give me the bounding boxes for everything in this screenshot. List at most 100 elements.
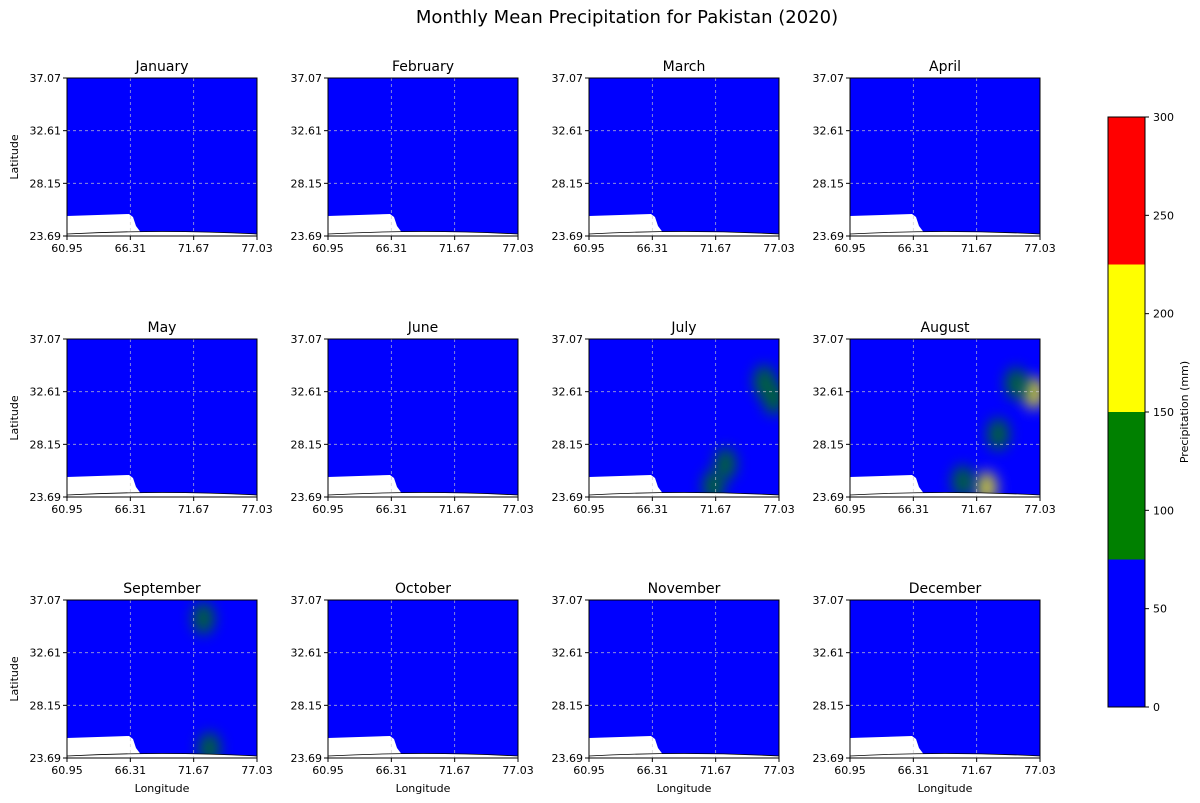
y-tick-label: 28.15 xyxy=(30,699,62,712)
y-tick-label: 23.69 xyxy=(30,752,62,765)
gridlines xyxy=(850,78,1040,236)
panel-title: February xyxy=(392,59,454,75)
x-tick-label: 66.31 xyxy=(637,764,669,777)
x-tick-label: 66.31 xyxy=(898,764,930,777)
panel-march: March 60.95 66.31 71.67 77.03 37.07 32.61 28.15… xyxy=(552,59,795,255)
panel-july: July 60.95 66.31 71.67 77.03 37.07 32.61 28.15 2… xyxy=(552,320,795,516)
x-tick-label: 71.67 xyxy=(700,764,732,777)
x-tick-label: 66.31 xyxy=(115,764,147,777)
x-tick-label: 60.95 xyxy=(834,242,866,255)
panel-frame xyxy=(66,599,258,759)
colorbar-bin xyxy=(1108,559,1145,707)
x-axis-label: Longitude xyxy=(918,782,973,795)
panel-december: December 60.95 66.31 71.67 77.03 37.07 32.61 28… xyxy=(813,581,1056,795)
x-tick-label: 77.03 xyxy=(502,242,534,255)
x-tick-label: 60.95 xyxy=(51,242,83,255)
panel-august: August 60.95 66.31 71.67 77.03 37.07 32.61 28.1… xyxy=(813,320,1056,516)
colorbar-tick-label: 300 xyxy=(1153,111,1174,124)
gridlines xyxy=(589,78,779,236)
x-tick-label: 71.67 xyxy=(700,503,732,516)
panel-frame xyxy=(327,338,519,498)
x-tick-label: 71.67 xyxy=(439,764,471,777)
y-tick-label: 23.69 xyxy=(813,230,845,243)
y-tick-label: 28.15 xyxy=(552,177,584,190)
x-tick-label: 77.03 xyxy=(241,764,273,777)
panel-april: April 60.95 66.31 71.67 77.03 37.07 32.61 28.15… xyxy=(813,59,1056,255)
x-tick-label: 71.67 xyxy=(700,242,732,255)
figure-title: Monthly Mean Precipitation for Pakistan … xyxy=(416,7,838,28)
x-tick-label: 60.95 xyxy=(573,764,605,777)
precip-hotspot xyxy=(192,602,215,635)
y-tick-label: 28.15 xyxy=(291,177,323,190)
precip-field xyxy=(589,600,779,758)
panel-frame xyxy=(849,77,1041,237)
panel-title: October xyxy=(395,581,451,597)
precip-field xyxy=(850,78,1040,236)
x-tick-label: 66.31 xyxy=(376,242,408,255)
gridlines xyxy=(328,339,518,497)
panel-june: June 60.95 66.31 71.67 77.03 37.07 32.61 28.15 2… xyxy=(291,320,534,516)
masked-region xyxy=(850,214,1040,236)
x-tick-label: 66.31 xyxy=(637,242,669,255)
x-tick-label: 60.95 xyxy=(312,242,344,255)
x-tick-label: 71.67 xyxy=(439,503,471,516)
y-tick-label: 32.61 xyxy=(552,386,584,399)
x-tick-label: 77.03 xyxy=(502,503,534,516)
colorbar-tick-label: 150 xyxy=(1153,406,1174,419)
x-tick-label: 66.31 xyxy=(376,503,408,516)
y-tick-label: 32.61 xyxy=(30,647,62,660)
panel-november: November 60.95 66.31 71.67 77.03 37.07 32.61 28… xyxy=(552,581,795,795)
panel-february: February 60.95 66.31 71.67 77.03 37.07 32.61 28… xyxy=(291,59,534,255)
y-tick-label: 32.61 xyxy=(291,125,323,138)
masked-region xyxy=(589,214,779,236)
precip-hotspot xyxy=(1022,376,1040,409)
x-axis-label: Longitude xyxy=(135,782,190,795)
y-tick-label: 32.61 xyxy=(552,647,584,660)
x-tick-label: 77.03 xyxy=(763,764,795,777)
panel-frame xyxy=(588,77,780,237)
y-tick-label: 28.15 xyxy=(30,438,62,451)
x-tick-label: 60.95 xyxy=(834,503,866,516)
x-tick-label: 77.03 xyxy=(241,242,273,255)
y-tick-label: 32.61 xyxy=(291,647,323,660)
x-tick-label: 77.03 xyxy=(1024,764,1056,777)
y-tick-label: 23.69 xyxy=(291,491,323,504)
y-tick-label: 28.15 xyxy=(813,699,845,712)
y-tick-label: 37.07 xyxy=(30,333,62,346)
colorbar-tick-label: 200 xyxy=(1153,308,1174,321)
masked-region xyxy=(328,475,518,497)
precip-field xyxy=(850,600,1040,758)
precip-field xyxy=(328,600,518,758)
precip-field xyxy=(850,339,1040,497)
x-tick-label: 60.95 xyxy=(51,503,83,516)
panel-title: August xyxy=(921,320,971,336)
x-tick-label: 60.95 xyxy=(312,764,344,777)
x-tick-label: 71.67 xyxy=(961,503,993,516)
gridlines xyxy=(67,78,257,236)
x-tick-label: 77.03 xyxy=(241,503,273,516)
y-tick-label: 28.15 xyxy=(30,177,62,190)
y-tick-label: 28.15 xyxy=(813,177,845,190)
panel-title: November xyxy=(648,581,721,597)
colorbar: 0 50 100 150 200 250 300 Precipitation (mm) xyxy=(1107,111,1191,714)
y-tick-label: 23.69 xyxy=(552,230,584,243)
x-tick-label: 60.95 xyxy=(51,764,83,777)
masked-region xyxy=(328,736,518,758)
masked-region xyxy=(328,214,518,236)
panel-frame xyxy=(849,338,1041,498)
precip-field xyxy=(589,339,779,497)
y-tick-label: 37.07 xyxy=(30,72,62,85)
x-axis-label: Longitude xyxy=(396,782,451,795)
y-tick-label: 37.07 xyxy=(291,594,323,607)
x-tick-label: 71.67 xyxy=(178,242,210,255)
masked-region xyxy=(67,736,257,758)
panel-frame xyxy=(66,77,258,237)
precip-field xyxy=(67,78,257,236)
y-tick-label: 32.61 xyxy=(291,386,323,399)
y-tick-label: 23.69 xyxy=(291,752,323,765)
gridlines xyxy=(589,600,779,758)
x-tick-label: 71.67 xyxy=(178,503,210,516)
y-tick-label: 37.07 xyxy=(813,333,845,346)
x-tick-label: 77.03 xyxy=(1024,242,1056,255)
x-tick-label: 60.95 xyxy=(573,503,605,516)
